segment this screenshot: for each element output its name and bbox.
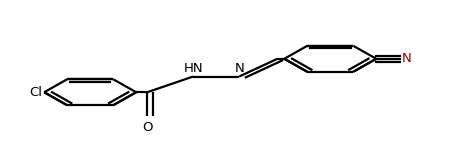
Text: N: N — [401, 52, 411, 65]
Text: N: N — [234, 62, 244, 75]
Text: O: O — [142, 121, 152, 134]
Text: Cl: Cl — [29, 86, 42, 99]
Text: HN: HN — [183, 62, 202, 75]
